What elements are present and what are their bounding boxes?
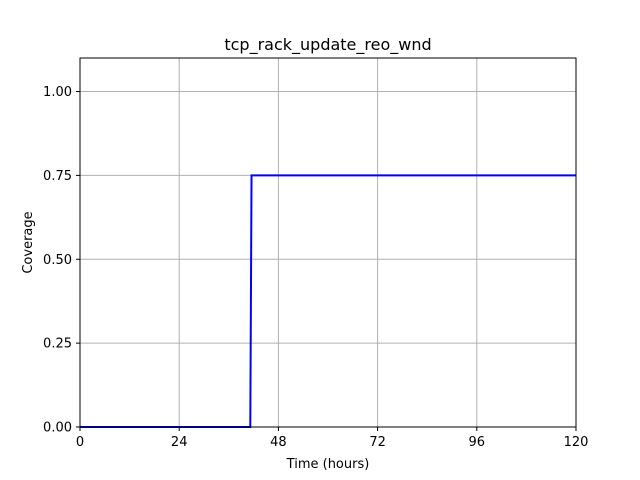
- x-tick-label: 96: [469, 435, 486, 450]
- x-axis-title: Time (hours): [286, 457, 370, 472]
- plot-frame: [79, 57, 577, 428]
- y-tick-label: 0.25: [43, 337, 72, 352]
- y-tick-label: 0.00: [43, 421, 72, 436]
- y-axis-title: Coverage: [21, 211, 36, 273]
- y-tick-label: 0.75: [43, 169, 72, 184]
- x-tick-label: 0: [76, 435, 84, 450]
- y-tick-label: 0.50: [43, 253, 72, 268]
- ticks: 0 24 48 72 96 120 0.00 0.25 0.50 0.75 1.00: [43, 85, 588, 450]
- x-tick-label: 120: [564, 435, 589, 450]
- chart-title: tcp_rack_update_reo_wnd: [224, 35, 431, 55]
- x-tick-label: 24: [171, 435, 188, 450]
- x-tick-label: 48: [270, 435, 287, 450]
- x-tick-label: 72: [369, 435, 386, 450]
- y-tick-label: 1.00: [43, 85, 72, 100]
